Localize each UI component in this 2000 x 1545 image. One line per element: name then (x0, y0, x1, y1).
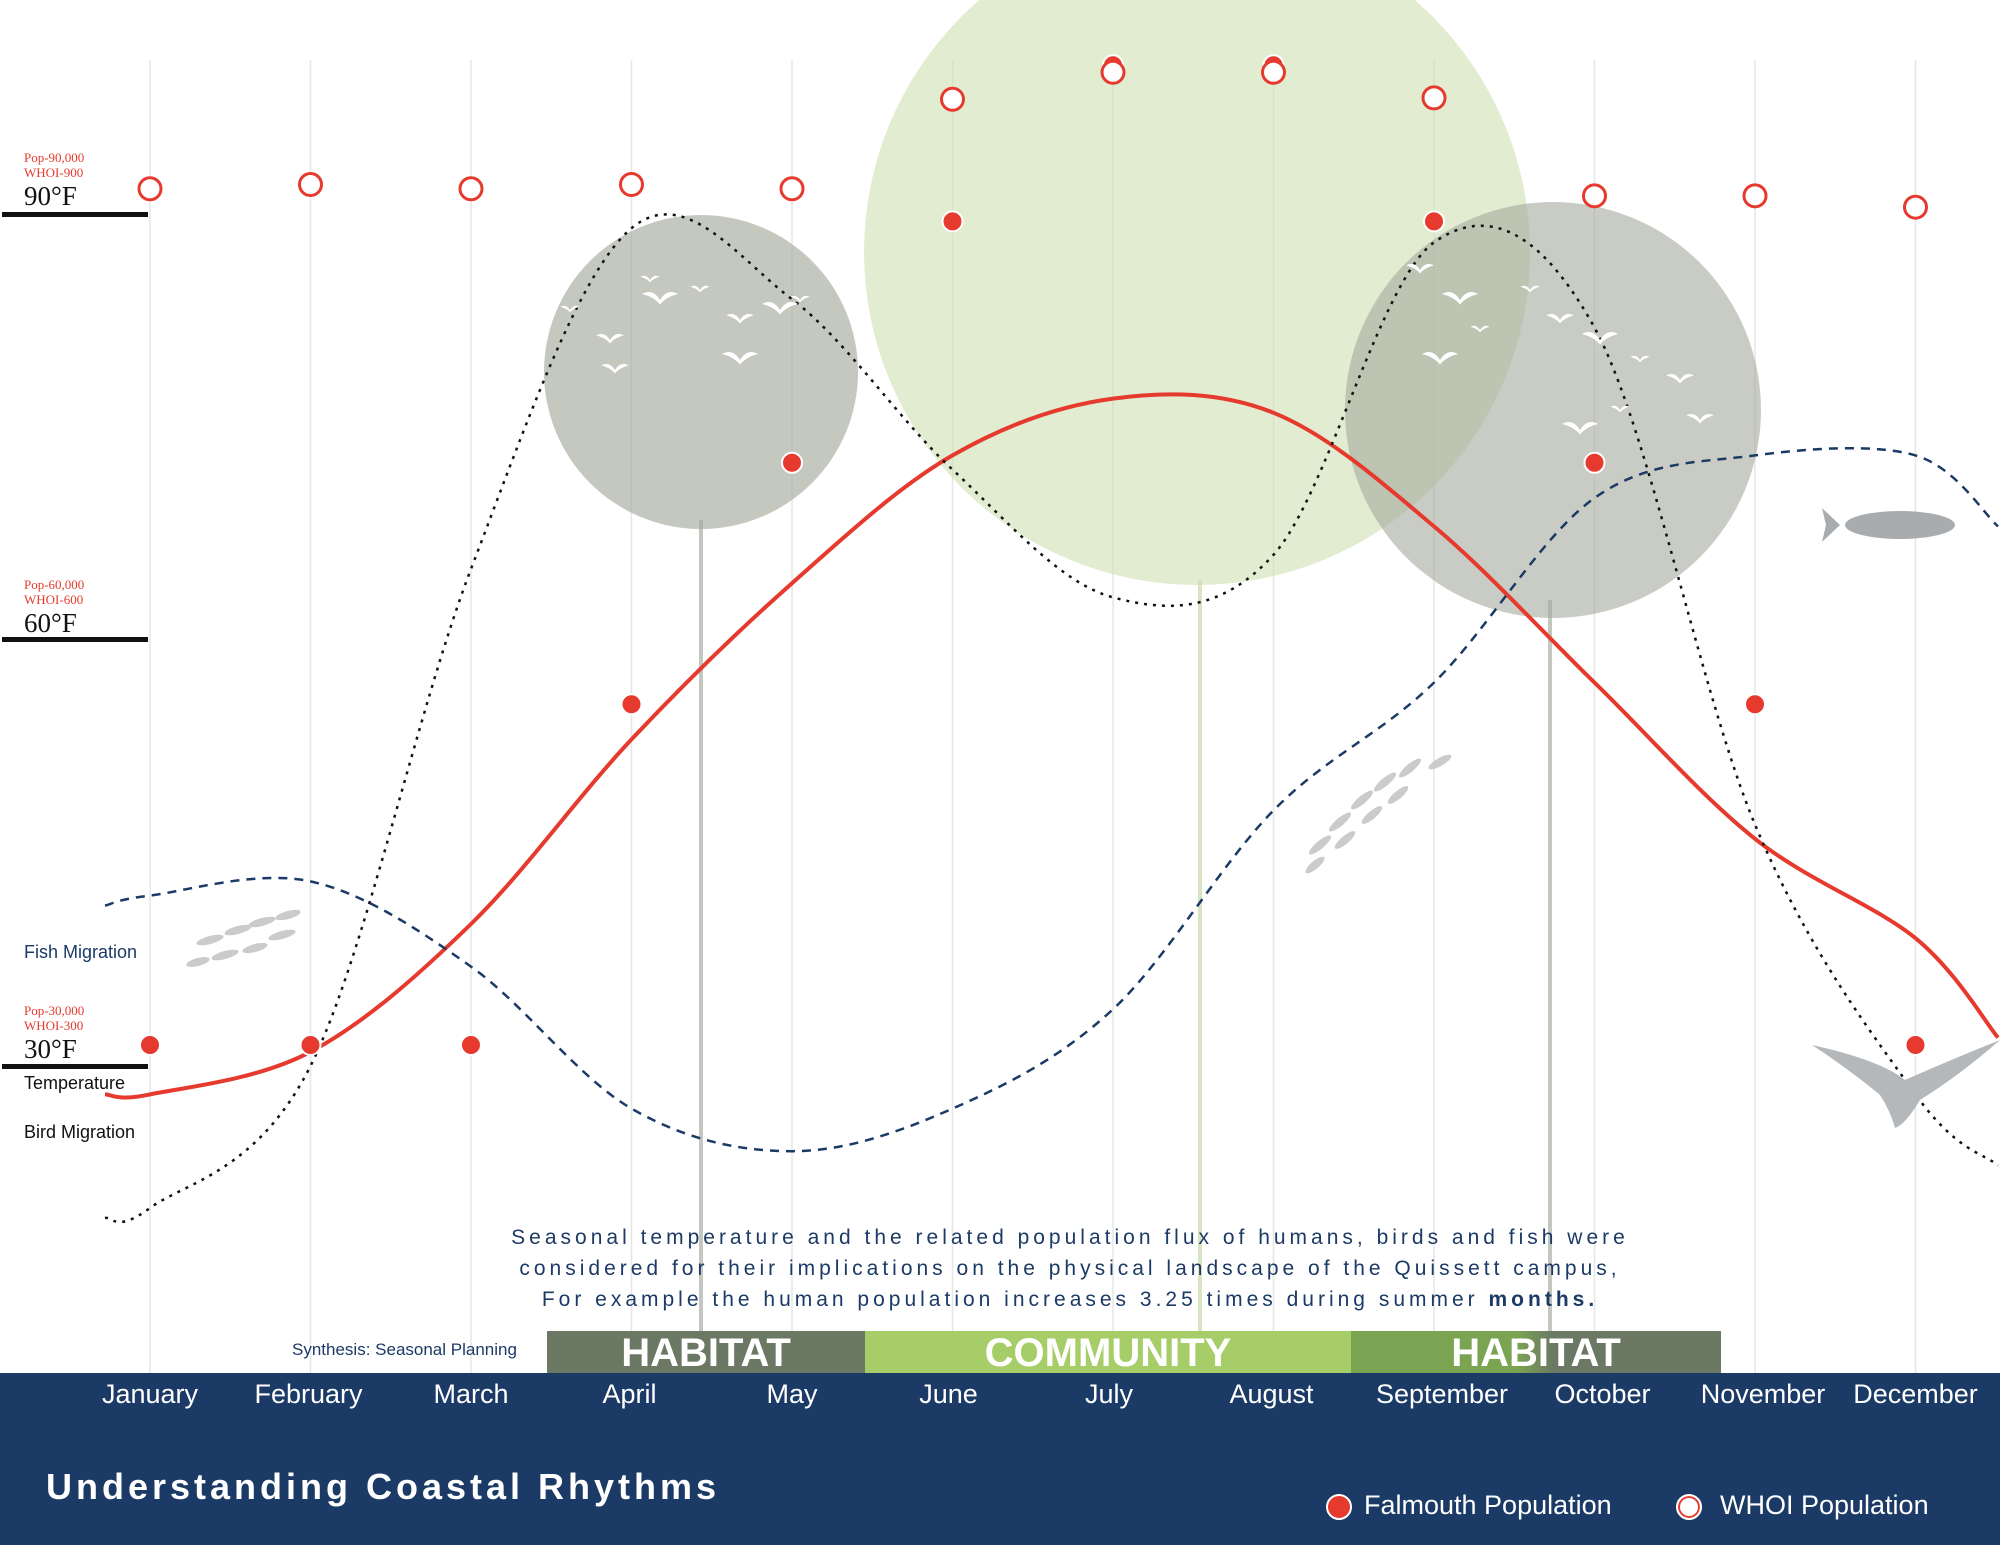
footer-bar (0, 1373, 2000, 1545)
whoi-dot-august (1261, 59, 1286, 85)
bird-icon (762, 302, 798, 315)
legend-falmouth-label: Falmouth Population (1364, 1490, 1612, 1520)
y-tick-pop-30: Pop-30,000 WHOI-300 (24, 1003, 85, 1033)
month-label-may: May (766, 1379, 818, 1409)
y-tick-temp-30: 30°F (24, 1034, 77, 1064)
bird-icon (790, 295, 810, 303)
legend-whoi-marker (1676, 1494, 1702, 1520)
month-label-november: November (1700, 1379, 1826, 1409)
bird-icon (1442, 292, 1478, 305)
synthesis-label: Synthesis: Seasonal Planning (292, 1340, 517, 1359)
falmouth-dot-december (1904, 1034, 1927, 1056)
bird-icon (1666, 373, 1694, 384)
bird-icon (1406, 263, 1434, 274)
bird-flock-icon (560, 263, 1714, 435)
bird-icon (1630, 355, 1650, 363)
falmouth-dot-march (460, 1034, 482, 1056)
month-label-february: February (254, 1379, 363, 1409)
whoi-dot-july (1100, 59, 1126, 85)
legend-falmouth-marker (1326, 1494, 1352, 1520)
fish-school-icon (186, 909, 301, 967)
legend-whoi-label: WHOI Population (1720, 1490, 1929, 1520)
whoi-dot-january (137, 176, 163, 202)
bird-icon (1562, 422, 1598, 435)
population-dots (137, 54, 1928, 1056)
bird-icon (1422, 352, 1458, 365)
series-label-fish: Fish Migration (24, 942, 138, 962)
tick-bar-30 (2, 1064, 148, 1069)
falmouth-dot-january (139, 1034, 161, 1056)
month-label-october: October (1554, 1379, 1651, 1409)
band-habitat-fall: HABITAT (1351, 1331, 1721, 1375)
month-label-july: July (1084, 1379, 1133, 1409)
tick-bar-90 (2, 212, 148, 217)
whoi-dot-november (1742, 183, 1768, 209)
fall-habitat-circle (1345, 202, 1761, 618)
bird-icon (640, 275, 660, 283)
falmouth-dot-may (781, 451, 803, 474)
band-community: COMMUNITY (865, 1331, 1351, 1375)
month-label-april: April (602, 1379, 657, 1409)
series-line-temperature (104, 392, 2000, 1100)
bird-icon (1470, 325, 1490, 333)
season-circles (544, 0, 1761, 1373)
falmouth-dot-october (1583, 451, 1606, 474)
month-label-march: March (433, 1379, 509, 1409)
bird-icon (642, 292, 678, 305)
whoi-dot-october (1582, 183, 1607, 209)
falmouth-dot-september (1423, 210, 1445, 233)
y-tick-pop-90: Pop-90,000 WHOI-900 (24, 150, 85, 180)
bird-icon (726, 313, 754, 324)
bird-icon (560, 305, 580, 313)
whoi-dot-december (1903, 194, 1928, 220)
series-label-bird: Bird Migration (24, 1122, 136, 1142)
bird-icon (690, 285, 710, 293)
bird-icon (596, 333, 624, 344)
whoi-dot-april (619, 171, 644, 197)
fish-school-icon (1305, 754, 1452, 874)
y-axis-bars (2, 212, 148, 1069)
tick-bar-60 (2, 637, 148, 642)
y-tick-temp-90: 90°F (24, 181, 77, 211)
series-label-temperature: Temperature (24, 1073, 126, 1093)
month-label-january: January (101, 1379, 199, 1409)
y-tick-pop-60: Pop-60,000 WHOI-600 (24, 577, 85, 607)
whoi-dot-march (458, 176, 484, 202)
falmouth-dot-february (299, 1034, 322, 1056)
falmouth-dot-november (1744, 693, 1766, 716)
falmouth-dot-april (620, 693, 643, 716)
series-line-fish-migration (104, 446, 1999, 1153)
y-tick-temp-60: 60°F (24, 608, 77, 638)
chart-caption: Seasonal temperature and the related pop… (511, 1226, 1629, 1311)
month-label-june: June (919, 1379, 978, 1409)
month-label-august: August (1229, 1379, 1314, 1409)
bird-icon (1812, 1040, 2000, 1128)
whoi-dot-may (779, 176, 805, 202)
chart-title: Understanding Coastal Rhythms (46, 1466, 721, 1507)
bird-icon (1546, 313, 1574, 324)
bird-icon (1520, 285, 1540, 293)
whoi-dot-june (940, 86, 965, 112)
bird-icon (601, 363, 629, 374)
bird-icon (1610, 405, 1630, 413)
spring-habitat-circle (544, 215, 858, 529)
series-curves (104, 213, 2000, 1224)
whoi-dot-september (1421, 85, 1447, 111)
fish-icon (1822, 508, 1955, 542)
falmouth-dot-june (941, 210, 964, 233)
whoi-dot-february (298, 171, 323, 197)
bird-icon (1582, 332, 1618, 345)
bird-icon (722, 352, 758, 365)
month-label-december: December (1853, 1379, 1978, 1409)
bird-icon (1686, 413, 1714, 424)
band-habitat-spring: HABITAT (547, 1331, 865, 1375)
month-label-september: September (1375, 1379, 1509, 1409)
